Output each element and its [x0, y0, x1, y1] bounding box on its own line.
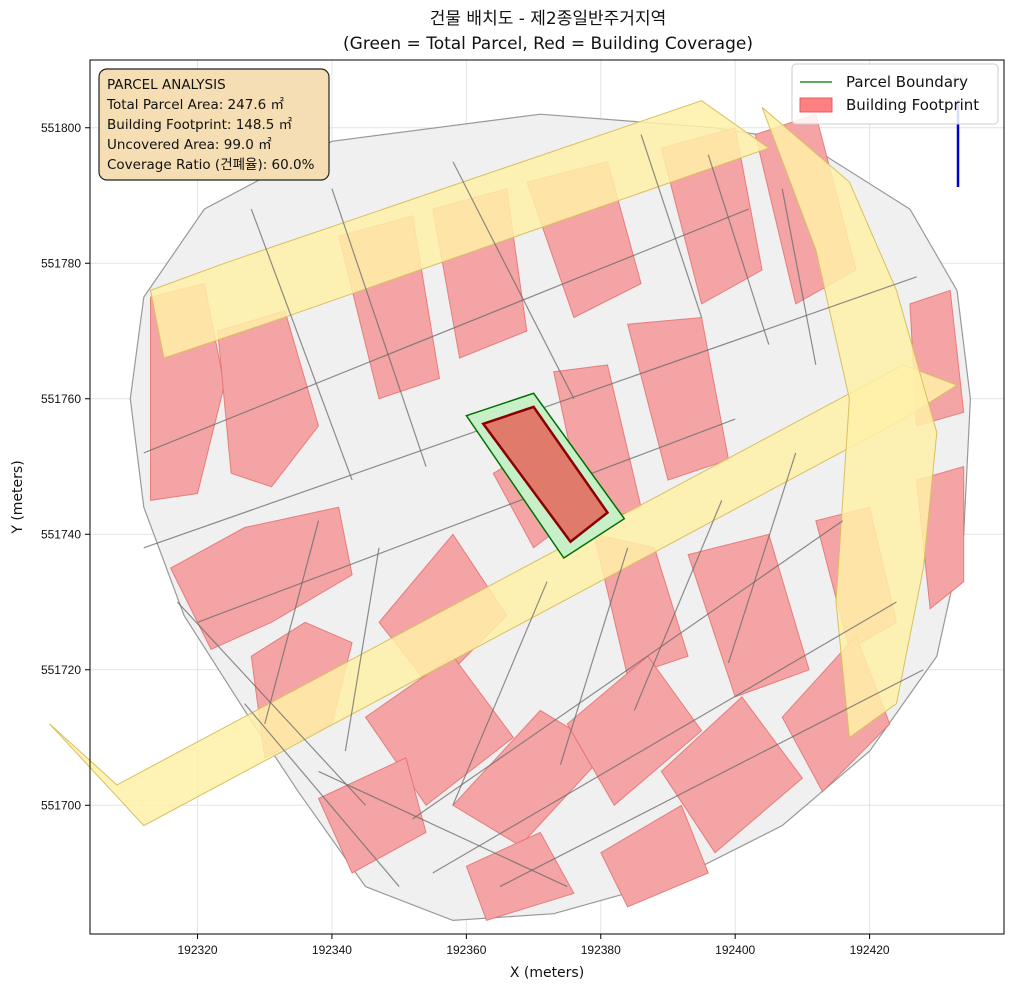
- parcel-boundary-line: [264, 520, 320, 725]
- parcel-boundary-line: [143, 208, 749, 454]
- x-tick-label: 192400: [715, 943, 755, 957]
- parcel-boundary-line: [250, 208, 353, 481]
- y-tick-label: 551780: [41, 256, 81, 270]
- parcel-boundary-line: [499, 669, 924, 888]
- parcel-boundary-line: [176, 601, 366, 806]
- legend: Parcel Boundary Building Footprint: [791, 63, 999, 125]
- y-tick-label: 551760: [41, 392, 81, 406]
- parcel-boundary-line: [452, 161, 575, 400]
- parcel-lines-layer: [143, 134, 924, 888]
- x-tick-label: 192380: [581, 943, 621, 957]
- parcel-boundary-line: [640, 134, 703, 318]
- plot-frame: [89, 59, 1005, 935]
- parcel-boundary-line: [633, 500, 723, 711]
- parcel-boundary-line: [727, 452, 797, 664]
- y-tick-label: 551720: [41, 663, 81, 677]
- y-axis-label: Y (meters): [10, 460, 26, 534]
- parcel-boundary-line: [707, 154, 770, 345]
- info-uncovered: Uncovered Area: 99.0 ㎡: [107, 137, 272, 153]
- map-plot-area: [49, 59, 1005, 935]
- x-axis-label: X (meters): [510, 965, 584, 981]
- y-tick-label: 551800: [41, 121, 81, 135]
- roads-layer: [49, 100, 959, 827]
- info-box-background: [98, 68, 330, 181]
- x-tick-label: 192420: [850, 943, 890, 957]
- building-footprint: [169, 506, 353, 651]
- target-building-footprint: [481, 405, 610, 544]
- building-footprint: [317, 757, 427, 874]
- y-tick-label: 551740: [41, 527, 81, 541]
- parcel-boundary-line: [244, 703, 400, 887]
- y-tick-labels: 551700 551720 551740 551760 551780 551800: [41, 121, 90, 812]
- building-footprint: [687, 533, 810, 698]
- parcel-boundary-line: [432, 601, 897, 874]
- parcel-analysis-box: PARCEL ANALYSIS Total Parcel Area: 247.6…: [98, 68, 330, 181]
- building-footprint: [566, 655, 703, 807]
- title-line-1: 건물 배치도 - 제2종일반주거지역: [430, 9, 666, 29]
- building-footprint: [660, 696, 804, 854]
- title-line-2: (Green = Total Parcel, Red = Building Co…: [343, 34, 753, 54]
- x-tick-labels: 192320 192340 192360 192380 192400 192420: [178, 934, 890, 957]
- building-footprint: [600, 804, 709, 908]
- parcel-boundary-line: [331, 188, 427, 467]
- info-coverage: Coverage Ratio (건폐율): 60.0%: [107, 157, 315, 173]
- parcel-boundary-line: [412, 520, 844, 820]
- legend-box: [791, 63, 999, 125]
- parcel-boundary-line: [452, 581, 548, 806]
- road-polygon: [761, 107, 938, 739]
- road-polygon: [149, 100, 770, 359]
- legend-building-swatch: [799, 97, 833, 113]
- info-footprint: Building Footprint: 148.5 ㎡: [107, 117, 293, 133]
- x-tick-label: 192340: [312, 943, 352, 957]
- y-tick-label: 551700: [41, 798, 81, 812]
- parcel-boundary-line: [781, 188, 817, 365]
- legend-building-label: Building Footprint: [846, 96, 979, 114]
- x-tick-label: 192360: [446, 943, 486, 957]
- road-polygon: [49, 364, 959, 827]
- legend-parcel-label: Parcel Boundary: [846, 73, 968, 91]
- x-tick-label: 192320: [178, 943, 218, 957]
- parcel-boundary-line: [197, 418, 736, 623]
- target-parcel-layer: [465, 392, 626, 560]
- info-total-area: Total Parcel Area: 247.6 ㎡: [106, 97, 284, 113]
- parcel-boundary-line: [318, 770, 568, 888]
- info-heading: PARCEL ANALYSIS: [107, 77, 226, 93]
- parcel-boundary-line: [559, 547, 629, 765]
- parcel-boundary-line: [344, 547, 380, 752]
